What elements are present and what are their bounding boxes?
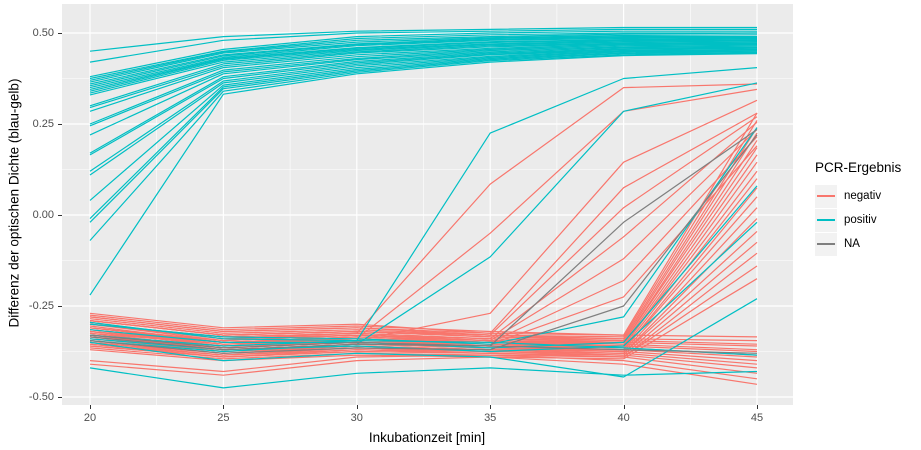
legend-key-swatch [815, 232, 837, 256]
series-line-negativ [89, 343, 758, 369]
series-line-positiv [89, 50, 758, 201]
x-tick-mark [223, 405, 225, 409]
series-line-positiv [89, 44, 758, 125]
legend-item-na: NA [815, 232, 901, 256]
legend-item-negativ: negativ [815, 184, 901, 208]
y-tick-label: 0.50 [32, 27, 54, 39]
x-tick-mark [90, 405, 91, 409]
legend-item-positiv: positiv [815, 208, 901, 232]
x-tick-label: 25 [217, 412, 230, 424]
y-tick-mark [58, 124, 62, 125]
plot-panel [62, 4, 793, 405]
legend-item-label: positiv [844, 214, 877, 226]
series-line-positiv [89, 36, 757, 87]
legend-item-label: NA [844, 238, 860, 250]
series-line-negativ [89, 120, 758, 338]
legend-key-line-icon [817, 219, 835, 221]
series-line-positiv [89, 298, 758, 378]
x-tick-mark [490, 405, 492, 409]
legend-rows: negativ positiv NA [815, 184, 901, 256]
y-tick-mark [58, 306, 62, 307]
y-tick-label: -0.25 [28, 300, 54, 312]
series-line-positiv [89, 82, 758, 353]
x-tick-label: 40 [617, 412, 630, 424]
x-tick-label: 45 [750, 412, 764, 424]
legend-key-line-icon [817, 195, 835, 197]
series-line-positiv [89, 39, 758, 92]
series-line-positiv [89, 67, 758, 347]
series-line-positiv [89, 32, 757, 80]
legend-key-line-icon [817, 243, 835, 245]
series-line-positiv [89, 321, 758, 356]
x-tick-label: 30 [350, 412, 363, 424]
series-line-negativ [89, 345, 758, 374]
series-line-positiv [89, 28, 757, 63]
series-line-NA [89, 129, 758, 351]
x-axis-title: Inkubationzeit [min] [368, 430, 486, 445]
series-line-positiv [89, 46, 758, 136]
series-line-positiv [89, 47, 758, 154]
series-line-positiv [89, 45, 758, 127]
series-line-positiv [89, 26, 757, 52]
series-line-positiv [89, 37, 758, 89]
series-line-positiv [89, 40, 758, 96]
series-line-positiv [89, 52, 758, 241]
series-line-negativ [89, 356, 758, 385]
y-tick-mark [58, 215, 62, 216]
series-line-negativ [89, 316, 758, 342]
series-line-positiv [89, 30, 757, 78]
x-tick-label: 35 [484, 412, 497, 424]
y-tick-mark [58, 33, 62, 34]
y-tick-label: -0.50 [28, 391, 54, 403]
series-line-positiv [89, 39, 758, 94]
legend-title: PCR-Ergebnis [815, 160, 902, 175]
series-line-positiv [89, 37, 758, 90]
series-line-positiv [89, 32, 758, 81]
series-line-positiv [89, 43, 758, 112]
series-line-negativ [89, 327, 758, 351]
series-line-positiv [89, 35, 757, 85]
x-tick-mark [757, 405, 758, 409]
series-line-negativ [89, 312, 758, 338]
legend-key-swatch [815, 184, 837, 208]
legend: PCR-Ergebnis negativ positiv NA [815, 160, 901, 256]
series-line-positiv [89, 41, 758, 107]
series-line-positiv [89, 49, 758, 176]
series-line-positiv [89, 42, 758, 109]
y-tick-label: 0.25 [32, 118, 54, 130]
y-axis-title: Differenz der optischen Dichte (blau-gel… [6, 78, 22, 328]
legend-key-swatch [815, 208, 837, 232]
y-tick-mark [58, 397, 62, 398]
legend-item-label: negativ [844, 190, 882, 202]
series-line-positiv [89, 34, 758, 83]
x-tick-mark [623, 405, 625, 409]
series-line-positiv [89, 47, 758, 156]
series-line-positiv [89, 51, 758, 223]
x-tick-label: 20 [83, 412, 97, 424]
series-line-positiv [89, 367, 758, 389]
y-tick-label: 0.00 [32, 209, 54, 221]
series-line-positiv [89, 50, 758, 220]
series-line-negativ [89, 320, 758, 345]
series-line-positiv [89, 48, 758, 172]
x-tick-mark [356, 405, 358, 409]
series-line-positiv [89, 53, 758, 296]
series-line-NA [89, 134, 758, 354]
series-line-NA [89, 334, 758, 354]
